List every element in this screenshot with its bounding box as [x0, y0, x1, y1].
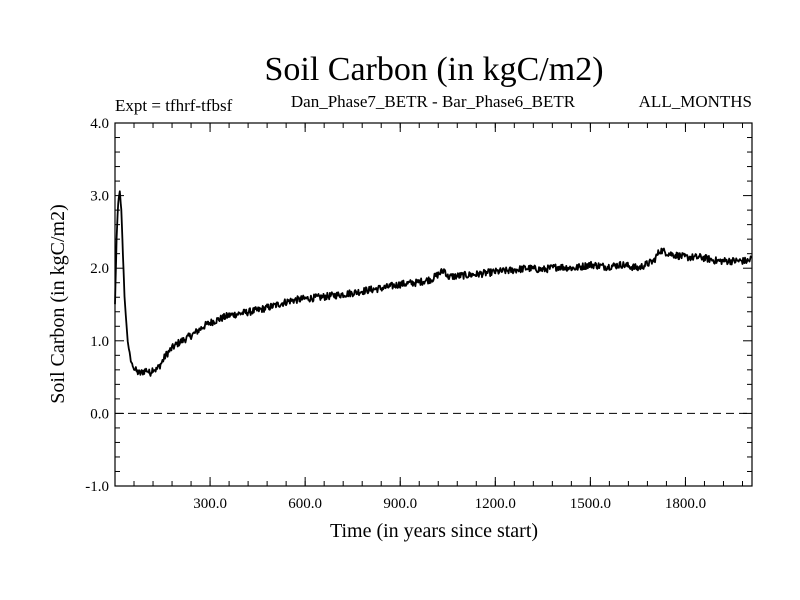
- y-tick-label: -1.0: [85, 479, 109, 495]
- series-line: [114, 190, 753, 377]
- x-tick-label: 1200.0: [475, 496, 516, 512]
- experiment-label: Expt = tfhrf-tfbsf: [115, 96, 233, 115]
- series-layer: [114, 190, 753, 377]
- x-tick-label: 1800.0: [665, 496, 706, 512]
- y-tick-label: 4.0: [90, 116, 109, 132]
- x-tick-label: 600.0: [288, 496, 322, 512]
- months-label: ALL_MONTHS: [639, 92, 752, 111]
- chart-title: Soil Carbon (in kgC/m2): [264, 51, 603, 88]
- y-tick-label: 1.0: [90, 334, 109, 350]
- y-tick-label: 2.0: [90, 261, 109, 277]
- x-axis-label: Time (in years since start): [330, 520, 538, 542]
- tick-label-layer: -1.0 0.0 1.0 2.0 3.0 4.0 300.0 600.0 900.0 1200.0…: [85, 116, 706, 512]
- x-tick-label: 300.0: [193, 496, 227, 512]
- plot-frame: [114, 122, 753, 487]
- x-tick-label: 900.0: [383, 496, 417, 512]
- x-tick-label: 1500.0: [570, 496, 611, 512]
- y-axis-label: Soil Carbon (in kgC/m2): [47, 204, 69, 403]
- y-tick-label: 3.0: [90, 189, 109, 205]
- y-tick-label: 0.0: [90, 406, 109, 422]
- comparison-label: Dan_Phase7_BETR - Bar_Phase6_BETR: [291, 92, 576, 111]
